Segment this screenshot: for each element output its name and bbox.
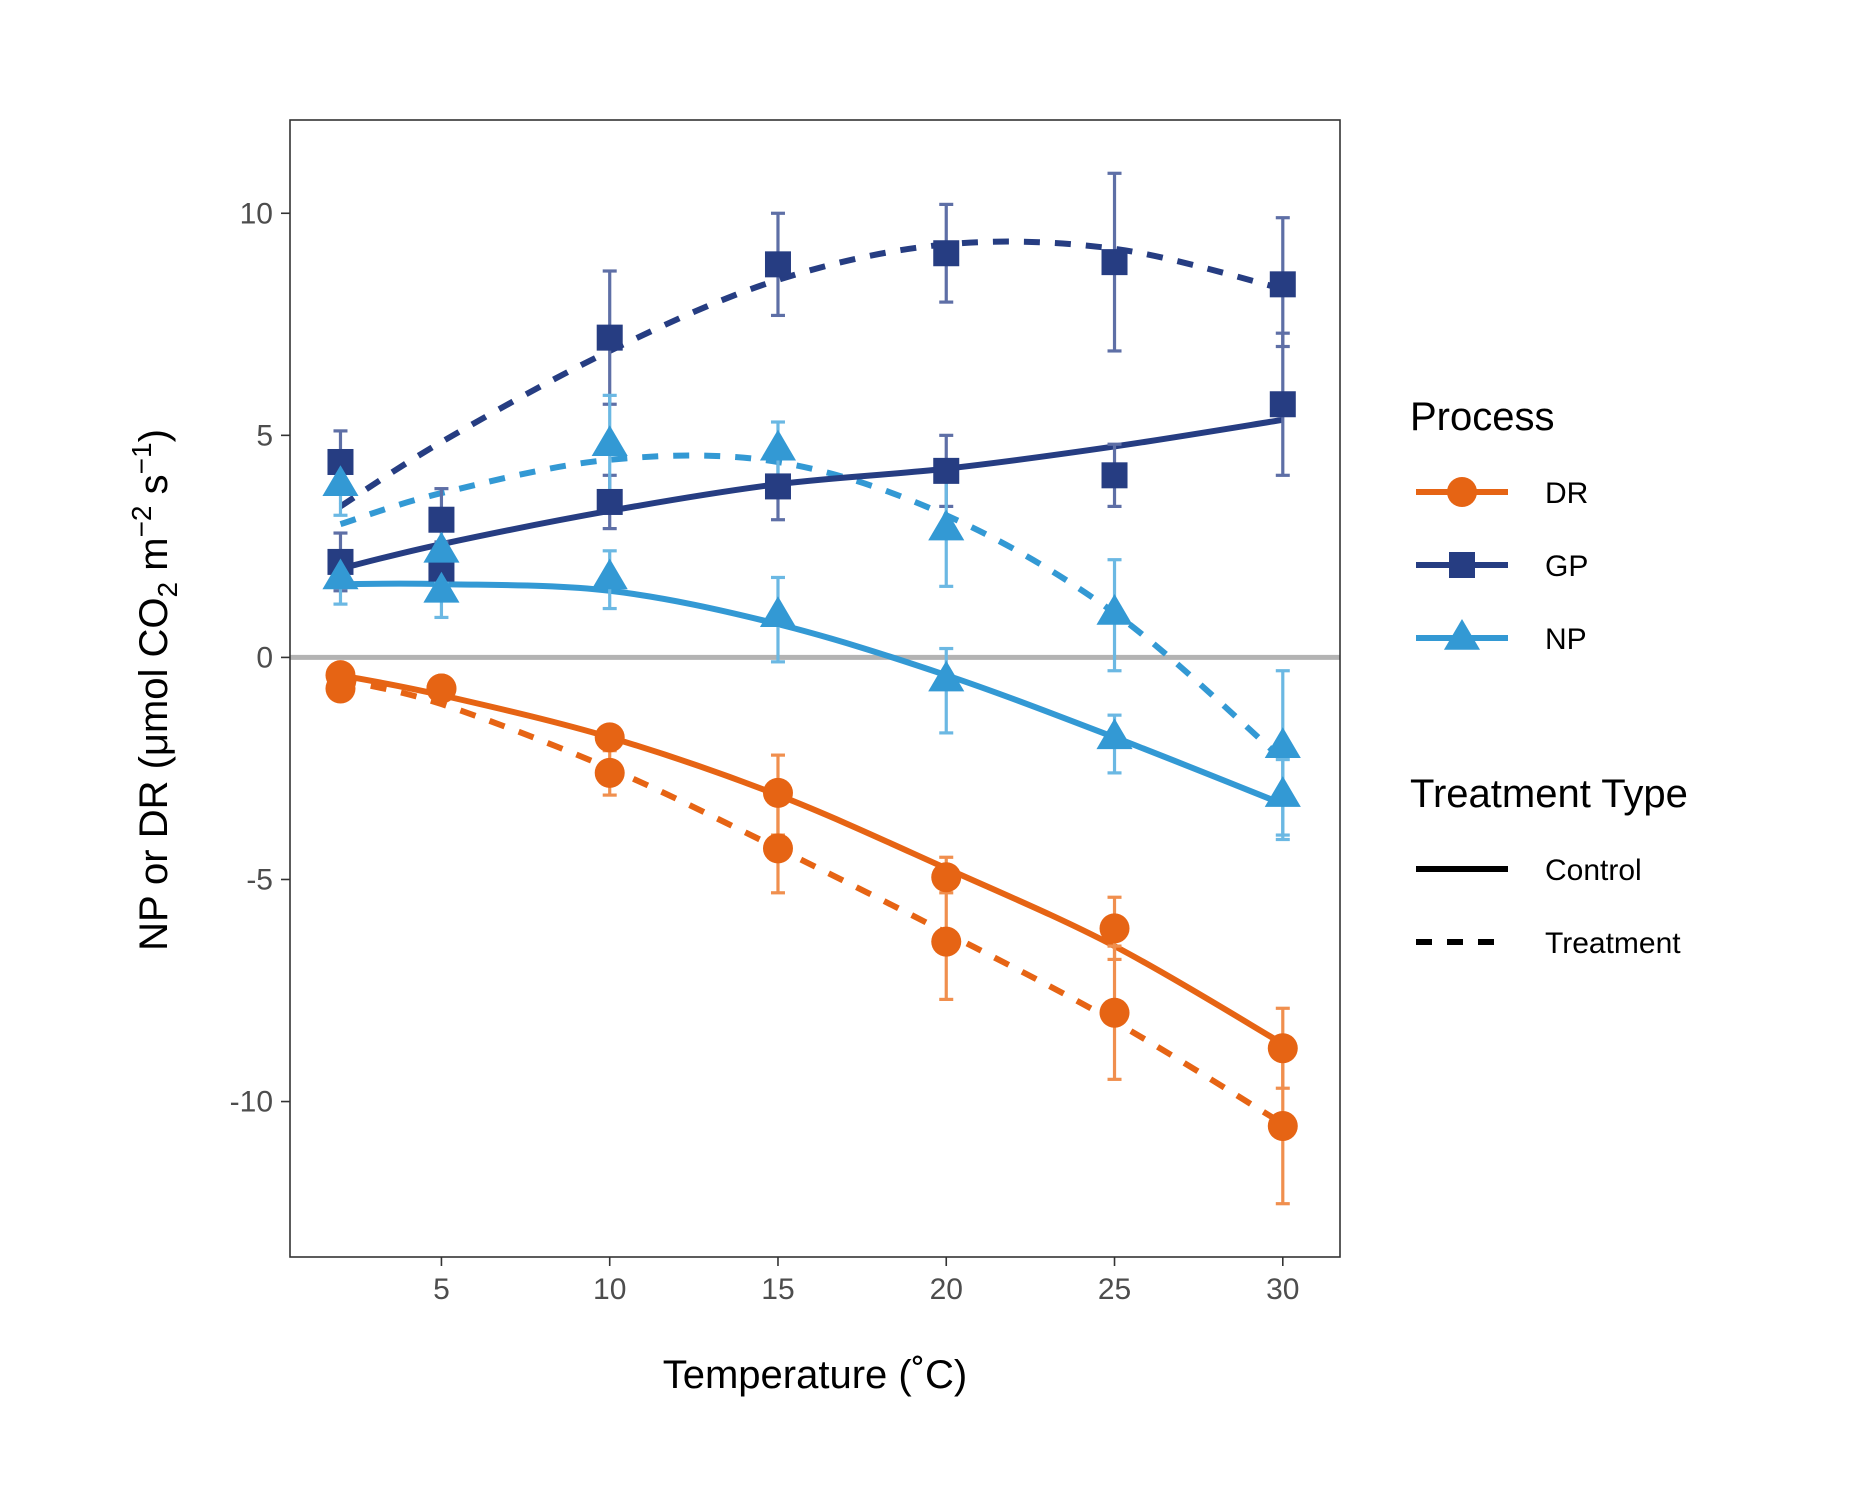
x-tick-label: 10 bbox=[593, 1273, 626, 1306]
y-axis-title: NP or DR (μmol CO2 m−2 s−1) bbox=[126, 429, 183, 951]
points-layer bbox=[322, 240, 1301, 1141]
y-axis-title-sub: 2 bbox=[152, 582, 183, 598]
y-axis-title-unit-b: m bbox=[132, 537, 176, 581]
legend-label-np: NP bbox=[1545, 623, 1587, 656]
y-axis-title-prefix: NP or DR ( bbox=[132, 755, 176, 951]
axis-layer: 5 10 15 20 25 30 10 5 0 -5 -10 bbox=[230, 197, 1300, 1306]
legend-label-dr: DR bbox=[1545, 477, 1588, 510]
data-point-dr-control bbox=[762, 777, 793, 808]
data-point-np-treatment bbox=[759, 429, 797, 461]
data-point-np-control bbox=[1264, 776, 1301, 807]
x-tick-label: 15 bbox=[761, 1273, 794, 1306]
data-point-gp-treatment bbox=[428, 506, 455, 533]
plot-panel bbox=[290, 120, 1340, 1257]
data-point-gp-control bbox=[1101, 462, 1128, 489]
legend-treatment-title: Treatment Type bbox=[1410, 772, 1688, 816]
data-point-np-control bbox=[322, 558, 359, 590]
data-point-dr-treatment bbox=[762, 833, 793, 864]
x-tick-label: 5 bbox=[433, 1273, 450, 1306]
y-axis-title-suffix: ) bbox=[132, 429, 176, 442]
y-tick-label: -5 bbox=[246, 863, 273, 896]
plot-border bbox=[289, 119, 1341, 1258]
data-point-gp-treatment bbox=[1101, 249, 1128, 276]
data-point-dr-treatment bbox=[594, 757, 625, 788]
y-tick-label: 5 bbox=[256, 419, 273, 452]
data-point-gp-control bbox=[1269, 391, 1296, 418]
data-point-np-control bbox=[423, 571, 460, 603]
legend-process-items: DR GP NP bbox=[1416, 477, 1588, 656]
legend-marker-dr bbox=[1447, 477, 1477, 507]
data-point-np-treatment bbox=[322, 465, 359, 496]
data-point-dr-control bbox=[931, 862, 962, 893]
y-tick-label: 10 bbox=[240, 197, 273, 230]
x-tick-label: 20 bbox=[930, 1273, 963, 1306]
legend-treatment-items: Control Treatment bbox=[1416, 854, 1681, 960]
legend-marker-np bbox=[1443, 619, 1481, 650]
data-point-np-control bbox=[1096, 718, 1133, 750]
legend-marker-gp bbox=[1449, 552, 1475, 578]
x-tick-label: 30 bbox=[1266, 1273, 1299, 1306]
y-tick-label: -10 bbox=[230, 1086, 273, 1119]
data-point-dr-control bbox=[1267, 1033, 1298, 1064]
legend: Process DR GP NP Treatment Type Control Tre… bbox=[1410, 395, 1688, 960]
data-point-dr-treatment bbox=[426, 673, 457, 704]
legend-label-control: Control bbox=[1545, 854, 1642, 887]
data-point-dr-treatment bbox=[325, 673, 356, 704]
legend-label-treatment: Treatment bbox=[1545, 927, 1681, 960]
legend-label-gp: GP bbox=[1545, 550, 1588, 583]
y-axis-title-sup-s: −1 bbox=[126, 442, 157, 474]
data-point-np-control bbox=[591, 558, 628, 590]
data-point-gp-treatment bbox=[596, 324, 623, 351]
data-point-np-control bbox=[759, 596, 797, 627]
x-axis-title: Temperature (˚C) bbox=[663, 1353, 968, 1397]
y-axis-title-unit-a: mol CO bbox=[132, 597, 176, 733]
data-point-np-treatment bbox=[591, 425, 628, 457]
data-point-dr-treatment bbox=[1267, 1110, 1298, 1141]
data-point-gp-control bbox=[933, 457, 960, 484]
legend-process-title: Process bbox=[1410, 395, 1555, 439]
data-point-np-control bbox=[928, 660, 965, 692]
data-point-gp-control bbox=[596, 488, 623, 515]
fit-line-gp-treatment bbox=[338, 238, 1284, 509]
data-point-dr-treatment bbox=[931, 926, 962, 957]
y-axis-title-unit-c: s bbox=[132, 474, 176, 505]
data-point-gp-treatment bbox=[764, 251, 791, 278]
y-axis-title-mu: μ bbox=[132, 733, 176, 756]
data-point-gp-treatment bbox=[1269, 271, 1296, 298]
data-point-np-treatment bbox=[1264, 727, 1301, 759]
data-point-gp-treatment bbox=[933, 240, 960, 267]
data-point-dr-treatment bbox=[1099, 997, 1130, 1028]
x-tick-label: 25 bbox=[1098, 1273, 1131, 1306]
data-point-gp-control bbox=[764, 473, 791, 500]
y-axis-title-sup-m: −2 bbox=[126, 505, 157, 537]
series-layer bbox=[322, 171, 1301, 1206]
data-point-np-treatment bbox=[423, 531, 460, 563]
data-point-dr-control bbox=[594, 722, 625, 753]
data-point-dr-control bbox=[1099, 913, 1130, 944]
data-point-np-treatment bbox=[928, 509, 965, 541]
data-point-np-treatment bbox=[1096, 593, 1133, 625]
y-tick-label: 0 bbox=[256, 641, 273, 674]
